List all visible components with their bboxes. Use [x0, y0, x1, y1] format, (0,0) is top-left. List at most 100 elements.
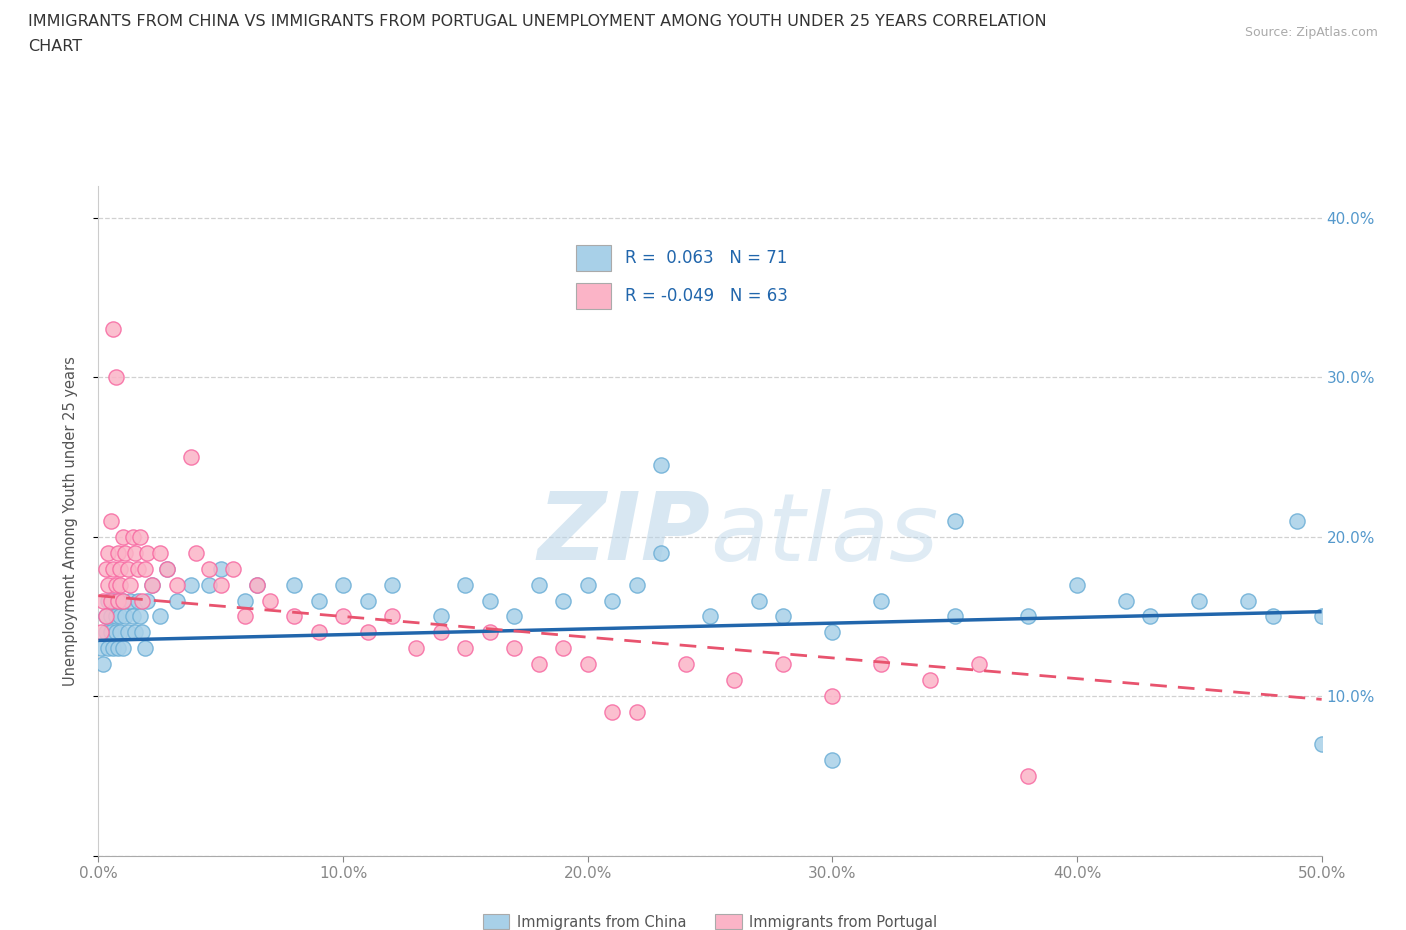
Point	[283, 609, 305, 624]
Point	[246, 578, 269, 592]
Point	[699, 609, 721, 624]
Point	[920, 672, 942, 687]
Point	[100, 513, 122, 528]
Point	[1286, 513, 1309, 528]
Point	[101, 322, 124, 337]
Point	[94, 561, 117, 576]
Point	[1017, 768, 1039, 783]
Point	[1115, 593, 1137, 608]
Legend: Immigrants from China, Immigrants from Portugal: Immigrants from China, Immigrants from P…	[477, 909, 943, 930]
Point	[114, 545, 136, 560]
Point	[1310, 737, 1333, 751]
Y-axis label: Unemployment Among Youth under 25 years: Unemployment Among Youth under 25 years	[63, 356, 77, 685]
Point	[94, 609, 117, 624]
Point	[156, 561, 179, 576]
Point	[141, 578, 163, 592]
Point	[94, 625, 117, 640]
Point	[110, 625, 132, 640]
Point	[246, 578, 269, 592]
Text: R =  0.063   N = 71: R = 0.063 N = 71	[626, 249, 787, 267]
Point	[134, 561, 156, 576]
Point	[111, 641, 134, 656]
Point	[454, 578, 477, 592]
Point	[141, 578, 163, 592]
Point	[576, 578, 599, 592]
Text: IMMIGRANTS FROM CHINA VS IMMIGRANTS FROM PORTUGAL UNEMPLOYMENT AMONG YOUTH UNDER: IMMIGRANTS FROM CHINA VS IMMIGRANTS FROM…	[28, 14, 1046, 29]
Point	[197, 561, 219, 576]
Point	[111, 593, 134, 608]
Point	[90, 625, 112, 640]
Point	[772, 657, 794, 671]
Point	[870, 593, 893, 608]
Point	[405, 641, 427, 656]
Point	[114, 609, 136, 624]
Point	[111, 593, 134, 608]
Point	[131, 593, 153, 608]
Point	[430, 609, 453, 624]
Point	[821, 752, 844, 767]
Point	[129, 609, 152, 624]
Point	[626, 705, 648, 720]
Point	[503, 609, 526, 624]
Point	[553, 641, 575, 656]
Point	[1017, 609, 1039, 624]
Point	[943, 513, 966, 528]
Point	[1237, 593, 1260, 608]
Point	[381, 609, 404, 624]
Point	[650, 458, 672, 472]
Point	[259, 593, 281, 608]
Point	[503, 641, 526, 656]
Point	[127, 561, 149, 576]
Point	[104, 609, 127, 624]
Point	[943, 609, 966, 624]
Point	[107, 593, 129, 608]
Point	[94, 609, 117, 624]
Point	[967, 657, 990, 671]
Point	[156, 561, 179, 576]
Point	[166, 593, 188, 608]
Point	[100, 609, 122, 624]
Point	[136, 545, 159, 560]
Point	[100, 593, 122, 608]
Text: CHART: CHART	[28, 39, 82, 54]
Text: Source: ZipAtlas.com: Source: ZipAtlas.com	[1244, 26, 1378, 39]
Point	[197, 578, 219, 592]
Point	[120, 578, 142, 592]
Point	[186, 545, 208, 560]
Text: R = -0.049   N = 63: R = -0.049 N = 63	[626, 287, 789, 305]
Point	[121, 609, 143, 624]
Point	[149, 609, 172, 624]
Point	[576, 657, 599, 671]
Point	[110, 561, 132, 576]
Point	[101, 593, 124, 608]
Point	[124, 545, 146, 560]
Point	[675, 657, 697, 671]
Point	[104, 625, 127, 640]
Point	[104, 370, 127, 385]
Point	[723, 672, 745, 687]
Point	[650, 545, 672, 560]
Point	[107, 545, 129, 560]
Point	[97, 593, 120, 608]
Point	[1066, 578, 1088, 592]
Point	[233, 609, 256, 624]
Point	[110, 609, 132, 624]
Point	[101, 561, 124, 576]
Point	[127, 593, 149, 608]
Point	[91, 593, 114, 608]
Point	[356, 625, 378, 640]
Point	[283, 578, 305, 592]
Point	[134, 641, 156, 656]
Point	[117, 625, 139, 640]
Point	[136, 593, 159, 608]
Point	[149, 545, 172, 560]
Point	[209, 578, 232, 592]
Point	[356, 593, 378, 608]
Point	[129, 529, 152, 544]
Point	[870, 657, 893, 671]
Point	[308, 593, 330, 608]
Point	[166, 578, 188, 592]
Point	[748, 593, 770, 608]
Point	[110, 578, 132, 592]
Point	[124, 625, 146, 640]
